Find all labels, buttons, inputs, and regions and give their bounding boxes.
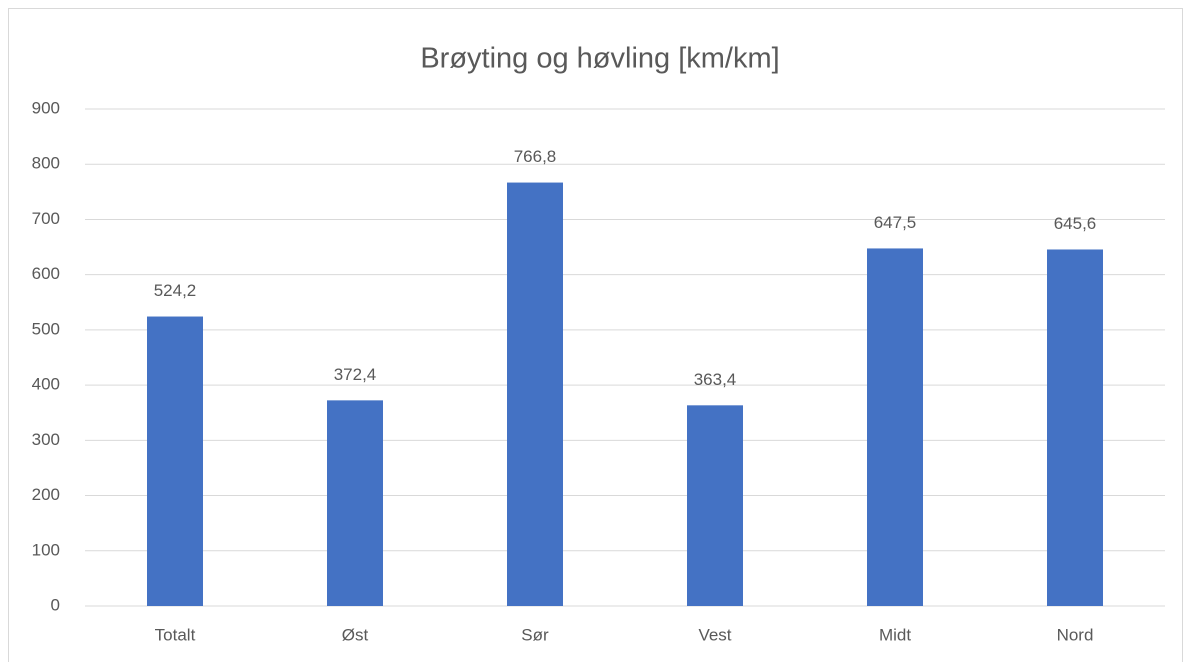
y-tick-label: 800 — [32, 154, 60, 173]
y-tick-label: 500 — [32, 319, 60, 338]
data-label: 524,2 — [154, 281, 197, 300]
y-tick-label: 900 — [32, 98, 60, 117]
y-tick-label: 300 — [32, 430, 60, 449]
y-tick-label: 100 — [32, 540, 60, 559]
x-tick-label: Sør — [521, 625, 549, 644]
data-label: 645,6 — [1054, 214, 1097, 233]
bar — [147, 316, 203, 606]
chart-border — [8, 8, 1183, 662]
y-tick-label: 400 — [32, 375, 60, 394]
data-label: 766,8 — [514, 147, 557, 166]
bar — [687, 405, 743, 606]
bar — [507, 182, 563, 606]
data-label: 647,5 — [874, 213, 917, 232]
y-tick-label: 600 — [32, 264, 60, 283]
y-tick-label: 200 — [32, 485, 60, 504]
y-tick-label: 0 — [51, 595, 60, 614]
x-tick-label: Totalt — [155, 625, 196, 644]
bar — [867, 248, 923, 607]
data-label: 372,4 — [334, 365, 377, 384]
x-tick-label: Vest — [698, 625, 731, 644]
bar — [327, 400, 383, 606]
bar — [1047, 249, 1103, 606]
x-tick-label: Nord — [1057, 625, 1094, 644]
x-tick-label: Midt — [879, 625, 911, 644]
chart-title: Brøyting og høvling [km/km] — [420, 43, 779, 75]
y-tick-label: 700 — [32, 209, 60, 228]
x-tick-label: Øst — [342, 625, 369, 644]
data-label: 363,4 — [694, 370, 737, 389]
